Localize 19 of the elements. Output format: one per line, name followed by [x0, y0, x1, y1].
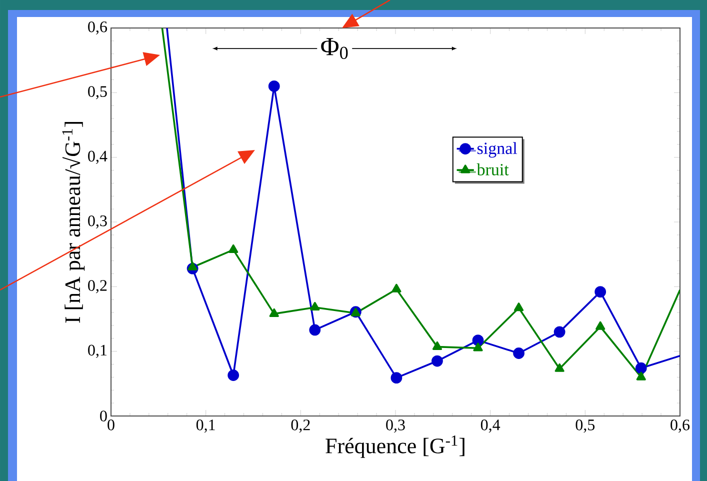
legend-label: signal [477, 142, 518, 158]
x-tick-label: 0 [108, 420, 114, 430]
y-tick-label: 0,4 [88, 150, 108, 164]
y-tick-label: 0,5 [88, 86, 107, 100]
y-tick-label: 0,2 [88, 280, 107, 294]
x-tick-label: 0,4 [480, 420, 500, 433]
annotation: Φ$_{0}$ [321, 38, 348, 60]
x-tick-label: 0,2 [291, 420, 310, 433]
x-axis-title: Fréquence [G$^{-1}$] [326, 435, 464, 458]
x-tick-label: 0,3 [386, 420, 405, 433]
y-tick-label: 0 [100, 410, 107, 422]
x-tick-label: 0,6 [670, 420, 690, 433]
y-tick-label: 0,1 [88, 344, 107, 358]
x-tick-label: 0,5 [576, 420, 595, 433]
x-tick-label: 0,1 [196, 420, 215, 433]
y-axis-title: I [nA par anneau/√G$^{-1}$] [62, 122, 85, 323]
legend-label: bruit [476, 163, 509, 176]
y-tick-label: 0,3 [88, 215, 107, 229]
y-tick-label: 0,6 [88, 21, 108, 35]
